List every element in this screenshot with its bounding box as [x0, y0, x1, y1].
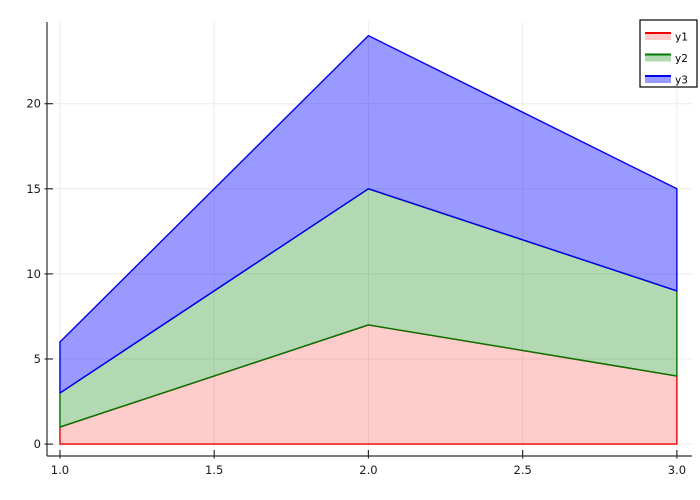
- legend-swatch-fill: [645, 33, 671, 40]
- y-tick-label: 0: [34, 437, 41, 451]
- x-tick-label: 2.0: [359, 463, 377, 477]
- legend-swatch-fill: [645, 54, 671, 62]
- axes: 1.0 1.5 2.0 2.5 3.0 0 5 10 15 20: [26, 22, 692, 477]
- x-tick-label: 1.5: [205, 463, 223, 477]
- legend-swatch-fill: [645, 76, 671, 83]
- series-areas: [59, 34, 678, 445]
- y-tick-label: 5: [34, 352, 41, 366]
- x-tick-label: 1.0: [51, 463, 69, 477]
- y-tick-label: 20: [26, 97, 41, 111]
- legend: y1 y2 y3: [639, 19, 698, 88]
- y-tick-label: 10: [26, 267, 41, 281]
- x-tick-label: 3.0: [668, 463, 686, 477]
- legend-entry-y1: y1: [645, 32, 688, 44]
- x-tick-label: 2.5: [514, 463, 532, 477]
- legend-label: y1: [675, 32, 688, 44]
- legend-label: y2: [675, 53, 688, 65]
- legend-entry-y3: y3: [645, 75, 688, 87]
- area-series-y3: [59, 34, 678, 394]
- legend-entry-y2: y2: [645, 53, 688, 65]
- y-tick-label: 15: [26, 182, 41, 196]
- legend-label: y3: [675, 75, 688, 87]
